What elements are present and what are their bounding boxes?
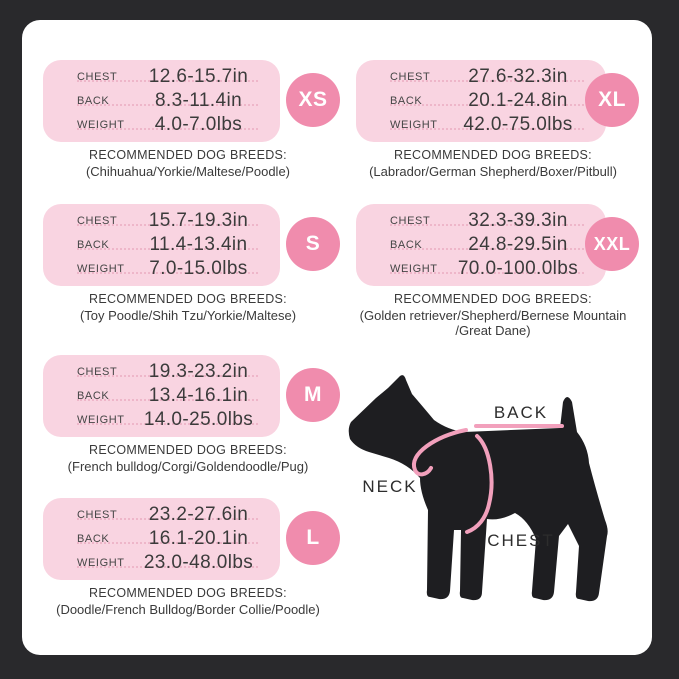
size-block-m: CHEST 19.3-23.2in BACK 13.4-16.1in WEIGH… — [30, 355, 346, 474]
measurement-row-weight: WEIGHT 23.0-48.0lbs — [77, 551, 258, 575]
chest-value: 32.3-39.3in — [468, 210, 568, 231]
size-badge-s: S — [286, 217, 340, 271]
recommended-section: RECOMMENDED DOG BREEDS: (Golden retrieve… — [348, 292, 638, 339]
back-label: BACK — [77, 390, 110, 402]
weight-value: 4.0-7.0lbs — [154, 114, 243, 135]
recommended-section: RECOMMENDED DOG BREEDS: (French bulldog/… — [30, 443, 346, 474]
recommended-title: RECOMMENDED DOG BREEDS: — [394, 292, 592, 306]
measurement-row-back: BACK 16.1-20.1in — [77, 527, 258, 551]
measurement-row-back: BACK 13.4-16.1in — [77, 384, 258, 408]
size-card-xs: CHEST 12.6-15.7in BACK 8.3-11.4in WEIGHT… — [43, 60, 280, 142]
weight-value: 14.0-25.0lbs — [143, 409, 254, 430]
measurement-row-chest: CHEST 27.6-32.3in — [390, 65, 584, 89]
size-badge-l: L — [286, 511, 340, 565]
back-value: 20.1-24.8in — [468, 90, 568, 111]
size-block-xl: CHEST 27.6-32.3in BACK 20.1-24.8in WEIGH… — [348, 60, 639, 179]
measurement-row-weight: WEIGHT 7.0-15.0lbs — [77, 257, 258, 281]
recommended-section: RECOMMENDED DOG BREEDS: (Chihuahua/Yorki… — [30, 148, 346, 179]
measurement-row-weight: WEIGHT 42.0-75.0lbs — [390, 113, 584, 137]
recommended-section: RECOMMENDED DOG BREEDS: (Toy Poodle/Shih… — [30, 292, 346, 323]
chest-value: 12.6-15.7in — [148, 66, 249, 87]
size-badge-xs: XS — [286, 73, 340, 127]
chest-label: CHEST — [77, 71, 118, 83]
recommended-breeds: (French bulldog/Corgi/Goldendoodle/Pug) — [67, 459, 309, 474]
recommended-title: RECOMMENDED DOG BREEDS: — [89, 443, 287, 457]
neck-label: NECK — [362, 477, 417, 496]
weight-label: WEIGHT — [77, 263, 125, 275]
chest-label: CHEST — [487, 531, 555, 550]
recommended-section: RECOMMENDED DOG BREEDS: (Labrador/German… — [348, 148, 638, 179]
size-block-s: CHEST 15.7-19.3in BACK 11.4-13.4in WEIGH… — [30, 204, 346, 323]
size-card-s: CHEST 15.7-19.3in BACK 11.4-13.4in WEIGH… — [43, 204, 280, 286]
recommended-breeds: (Doodle/French Bulldog/Border Collie/Poo… — [56, 602, 320, 617]
dog-diagram-svg: BACK NECK CHEST — [348, 375, 608, 602]
measurement-row-weight: WEIGHT 4.0-7.0lbs — [77, 113, 258, 137]
recommended-title: RECOMMENDED DOG BREEDS: — [394, 148, 592, 162]
back-value: 16.1-20.1in — [148, 528, 249, 549]
recommended-breeds: (Labrador/German Shepherd/Boxer/Pitbull) — [369, 164, 617, 179]
back-label: BACK — [494, 403, 548, 422]
weight-label: WEIGHT — [77, 414, 125, 426]
chest-value: 15.7-19.3in — [148, 210, 249, 231]
size-card-xxl: CHEST 32.3-39.3in BACK 24.8-29.5in WEIGH… — [356, 204, 606, 286]
recommended-breeds: (Golden retriever/Shepherd/Bernese Mount… — [359, 308, 627, 339]
chest-label: CHEST — [77, 215, 118, 227]
recommended-breeds: (Chihuahua/Yorkie/Maltese/Poodle) — [85, 164, 291, 179]
harness-chest-line — [465, 434, 494, 534]
recommended-title: RECOMMENDED DOG BREEDS: — [89, 148, 287, 162]
back-value: 8.3-11.4in — [154, 90, 243, 111]
recommended-title: RECOMMENDED DOG BREEDS: — [89, 586, 287, 600]
recommended-breeds: (Toy Poodle/Shih Tzu/Yorkie/Maltese) — [79, 308, 297, 323]
measurement-row-back: BACK 11.4-13.4in — [77, 233, 258, 257]
chest-value: 27.6-32.3in — [468, 66, 568, 87]
size-badge-xl: XL — [585, 73, 639, 127]
weight-label: WEIGHT — [77, 119, 125, 131]
back-label: BACK — [77, 95, 110, 107]
back-label: BACK — [77, 533, 110, 545]
measurement-row-chest: CHEST 23.2-27.6in — [77, 503, 258, 527]
dog-measurement-diagram: BACK NECK CHEST — [338, 362, 660, 640]
size-card-xl: CHEST 27.6-32.3in BACK 20.1-24.8in WEIGH… — [356, 60, 606, 142]
chest-value: 19.3-23.2in — [148, 361, 249, 382]
weight-label: WEIGHT — [390, 263, 438, 275]
weight-value: 7.0-15.0lbs — [149, 258, 248, 279]
measurement-row-back: BACK 8.3-11.4in — [77, 89, 258, 113]
recommended-section: RECOMMENDED DOG BREEDS: (Doodle/French B… — [30, 586, 346, 617]
back-value: 13.4-16.1in — [148, 385, 249, 406]
weight-value: 42.0-75.0lbs — [463, 114, 573, 135]
weight-label: WEIGHT — [390, 119, 438, 131]
back-label: BACK — [390, 239, 423, 251]
chest-label: CHEST — [77, 366, 118, 378]
size-block-l: CHEST 23.2-27.6in BACK 16.1-20.1in WEIGH… — [30, 498, 346, 617]
size-card-l: CHEST 23.2-27.6in BACK 16.1-20.1in WEIGH… — [43, 498, 280, 580]
chest-value: 23.2-27.6in — [148, 504, 249, 525]
back-label: BACK — [77, 239, 110, 251]
size-badge-xxl: XXL — [585, 217, 639, 271]
back-value: 11.4-13.4in — [149, 234, 248, 255]
size-badge-m: M — [286, 368, 340, 422]
measurement-row-weight: WEIGHT 70.0-100.0lbs — [390, 257, 584, 281]
size-block-xs: CHEST 12.6-15.7in BACK 8.3-11.4in WEIGHT… — [30, 60, 346, 179]
chest-label: CHEST — [390, 215, 431, 227]
size-block-xxl: CHEST 32.3-39.3in BACK 24.8-29.5in WEIGH… — [348, 204, 639, 339]
chest-label: CHEST — [77, 509, 118, 521]
measurement-row-weight: WEIGHT 14.0-25.0lbs — [77, 408, 258, 432]
measurement-row-back: BACK 20.1-24.8in — [390, 89, 584, 113]
size-card-m: CHEST 19.3-23.2in BACK 13.4-16.1in WEIGH… — [43, 355, 280, 437]
back-value: 24.8-29.5in — [468, 234, 568, 255]
measurement-row-chest: CHEST 19.3-23.2in — [77, 360, 258, 384]
back-label: BACK — [390, 95, 423, 107]
weight-value: 70.0-100.0lbs — [457, 258, 579, 279]
weight-value: 23.0-48.0lbs — [143, 552, 254, 573]
weight-label: WEIGHT — [77, 557, 125, 569]
dog-silhouette — [348, 375, 608, 602]
harness-neck-line — [411, 428, 468, 477]
measurement-row-chest: CHEST 32.3-39.3in — [390, 209, 584, 233]
chest-label: CHEST — [390, 71, 431, 83]
measurement-row-chest: CHEST 15.7-19.3in — [77, 209, 258, 233]
measurement-row-back: BACK 24.8-29.5in — [390, 233, 584, 257]
recommended-title: RECOMMENDED DOG BREEDS: — [89, 292, 287, 306]
measurement-row-chest: CHEST 12.6-15.7in — [77, 65, 258, 89]
